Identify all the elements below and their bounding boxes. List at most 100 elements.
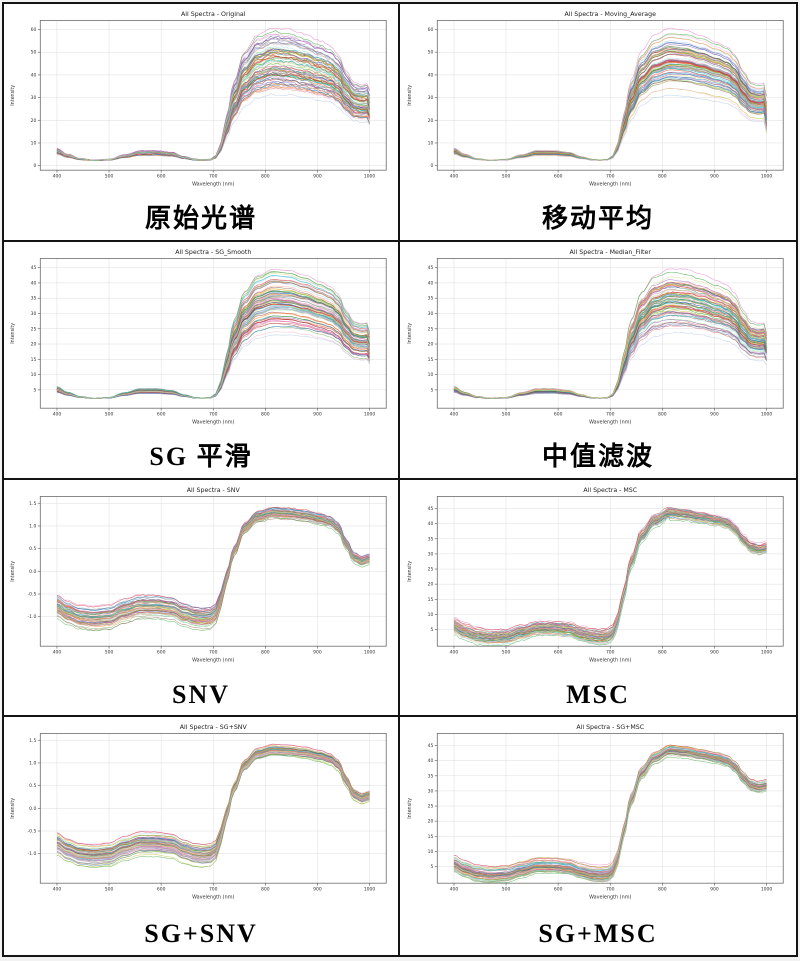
svg-text:500: 500	[502, 411, 511, 417]
svg-text:600: 600	[554, 887, 563, 893]
svg-text:800: 800	[261, 649, 270, 655]
svg-text:5: 5	[430, 387, 433, 393]
svg-text:600: 600	[157, 173, 166, 179]
panel-sg-msc: 400 500 600 700 800 900 1000 5 10 15 20 25 30 35 40 45 A…	[400, 717, 796, 955]
svg-text:20: 20	[428, 819, 434, 825]
svg-text:Wavelength (nm): Wavelength (nm)	[192, 182, 234, 188]
svg-text:10: 10	[31, 141, 37, 147]
svg-text:25: 25	[31, 326, 37, 332]
svg-text:50: 50	[31, 50, 37, 56]
svg-text:30: 30	[31, 95, 37, 101]
svg-text:600: 600	[157, 649, 166, 655]
caption-sg-msc: SG+MSC	[538, 918, 658, 948]
svg-text:400: 400	[53, 173, 62, 179]
svg-text:10: 10	[428, 372, 434, 378]
svg-text:500: 500	[502, 173, 511, 179]
spectra-chart-original: 400 500 600 700 800 900 1000 0 10 20 30 40 50 60 All S…	[10, 11, 387, 188]
spectra-chart-snv: 400 500 600 700 800 900 1000 -1.0 -0.5 0.0 0.5 1.0 1…	[10, 487, 387, 663]
svg-text:10: 10	[31, 372, 37, 378]
panel-sg-snv: 400 500 600 700 800 900 1000 -1.0 -0.5 0.0 0.5 1.0 1…	[4, 717, 400, 955]
svg-text:400: 400	[450, 173, 459, 179]
spectra-chart-sg-smooth: 400 500 600 700 800 900 1000 5 10 15 20 25 30 35 40 45 A…	[10, 249, 387, 425]
svg-text:Wavelength (nm): Wavelength (nm)	[589, 895, 631, 901]
svg-text:600: 600	[157, 887, 166, 893]
svg-text:900: 900	[710, 649, 719, 655]
svg-text:60: 60	[428, 27, 434, 33]
svg-text:15: 15	[31, 357, 37, 363]
svg-text:All Spectra - SG+SNV: All Spectra - SG+SNV	[180, 724, 248, 731]
svg-text:1.5: 1.5	[29, 738, 36, 744]
svg-text:30: 30	[428, 95, 434, 101]
svg-text:1.0: 1.0	[29, 523, 36, 529]
svg-text:1000: 1000	[364, 649, 376, 655]
svg-text:45: 45	[428, 265, 434, 271]
caption-msc: MSC	[566, 679, 630, 709]
spectra-chart-sg-msc: 400 500 600 700 800 900 1000 5 10 15 20 25 30 35 40 45 A…	[407, 724, 784, 901]
svg-text:Wavelength (nm): Wavelength (nm)	[192, 419, 234, 425]
caption-sg-smooth: SG 平滑	[149, 442, 253, 472]
spectra-chart-moving-average: 400 500 600 700 800 900 1000 0 10 20 30 40 50 60 All S…	[407, 11, 784, 188]
svg-text:15: 15	[428, 357, 434, 363]
svg-text:60: 60	[31, 27, 37, 33]
svg-text:Intensity: Intensity	[407, 798, 413, 819]
svg-text:Intensity: Intensity	[407, 85, 413, 106]
svg-text:20: 20	[428, 341, 434, 347]
svg-text:Intensity: Intensity	[407, 323, 413, 344]
svg-text:0: 0	[430, 163, 433, 169]
svg-text:400: 400	[450, 887, 459, 893]
svg-text:1000: 1000	[364, 887, 376, 893]
svg-text:30: 30	[428, 789, 434, 795]
svg-text:1000: 1000	[761, 173, 773, 179]
svg-text:-0.5: -0.5	[28, 591, 37, 597]
svg-text:All Spectra - Moving_Average: All Spectra - Moving_Average	[565, 11, 657, 18]
svg-text:20: 20	[428, 118, 434, 124]
svg-text:700: 700	[209, 173, 218, 179]
svg-text:0.5: 0.5	[29, 546, 36, 552]
svg-text:1.0: 1.0	[29, 761, 36, 767]
svg-text:Intensity: Intensity	[10, 798, 16, 819]
svg-text:All Spectra - SG+MSC: All Spectra - SG+MSC	[576, 724, 644, 731]
svg-text:700: 700	[209, 887, 218, 893]
svg-text:40: 40	[31, 280, 37, 286]
svg-text:800: 800	[261, 411, 270, 417]
svg-text:0.5: 0.5	[29, 783, 36, 789]
svg-text:900: 900	[313, 411, 322, 417]
svg-text:0: 0	[33, 163, 36, 169]
svg-text:45: 45	[428, 506, 434, 512]
svg-text:500: 500	[502, 649, 511, 655]
svg-text:600: 600	[157, 411, 166, 417]
svg-text:Wavelength (nm): Wavelength (nm)	[589, 419, 631, 425]
svg-text:800: 800	[658, 649, 667, 655]
svg-text:20: 20	[31, 341, 37, 347]
svg-text:-0.5: -0.5	[28, 829, 37, 835]
svg-text:400: 400	[450, 411, 459, 417]
svg-text:40: 40	[428, 72, 434, 78]
svg-text:35: 35	[31, 295, 37, 301]
panel-msc: 400 500 600 700 800 900 1000 5 10 15 20 25 30 35 40 45 A…	[400, 479, 796, 718]
svg-text:1000: 1000	[761, 411, 773, 417]
caption-original: 原始光谱	[144, 204, 257, 234]
svg-text:10: 10	[428, 141, 434, 147]
svg-text:30: 30	[428, 551, 434, 557]
svg-text:Intensity: Intensity	[10, 323, 16, 344]
svg-text:500: 500	[502, 887, 511, 893]
svg-text:400: 400	[53, 649, 62, 655]
svg-text:5: 5	[430, 627, 433, 633]
svg-text:500: 500	[105, 887, 114, 893]
caption-median-filter: 中值滤波	[541, 442, 654, 472]
svg-text:40: 40	[428, 280, 434, 286]
svg-text:15: 15	[428, 834, 434, 840]
svg-text:Intensity: Intensity	[407, 560, 413, 581]
caption-moving-average: 移动平均	[541, 204, 654, 234]
svg-text:25: 25	[428, 326, 434, 332]
svg-text:10: 10	[428, 849, 434, 855]
svg-text:900: 900	[710, 887, 719, 893]
svg-text:1000: 1000	[364, 411, 376, 417]
panel-original: 400 500 600 700 800 900 1000 0 10 20 30 40 50 60 All S…	[4, 4, 400, 242]
svg-text:800: 800	[658, 411, 667, 417]
svg-text:1000: 1000	[761, 649, 773, 655]
svg-text:Wavelength (nm): Wavelength (nm)	[192, 895, 234, 901]
svg-text:500: 500	[105, 173, 114, 179]
svg-text:Intensity: Intensity	[10, 560, 16, 581]
